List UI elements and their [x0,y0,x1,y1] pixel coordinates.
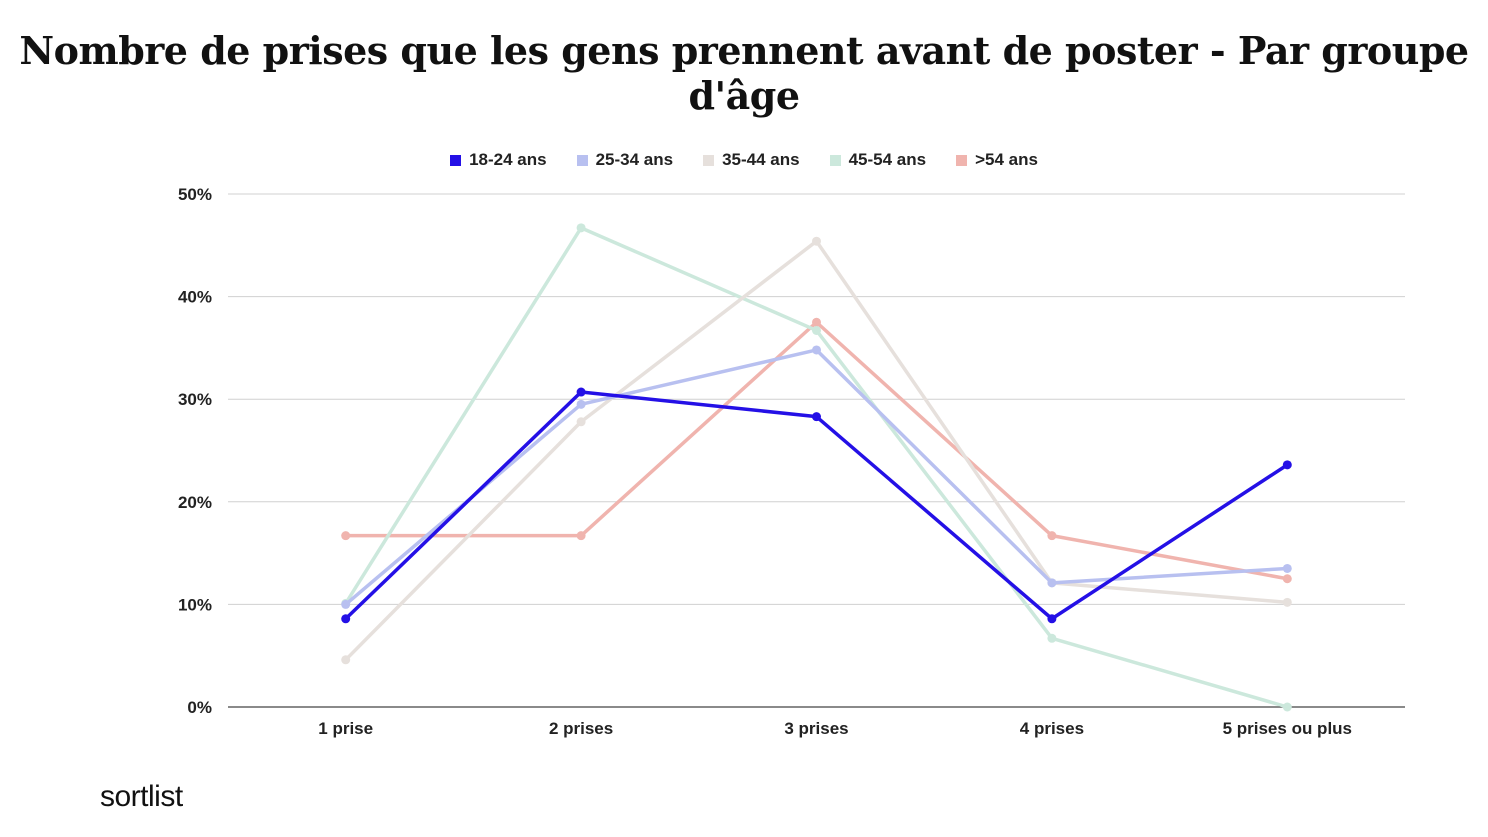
legend-swatch [576,154,588,166]
data-point [1047,633,1057,643]
y-tick-label: 0% [187,698,212,717]
legend-label: 25-34 ans [595,150,674,169]
data-point [576,417,586,427]
data-point [341,599,351,609]
x-tick-label: 3 prises [784,719,848,738]
y-tick-label: 10% [178,595,212,614]
data-point [1047,578,1057,588]
data-point [812,317,821,327]
legend-swatch [956,154,968,166]
series-54-ans [341,317,1292,584]
brand-logo-text: sortlist [100,780,183,813]
series-25-34-ans [341,345,1292,609]
legend-label: 45-54 ans [848,150,927,169]
data-point [812,412,821,422]
data-point [812,325,821,335]
series-line [344,348,1288,606]
series-line [344,390,1289,621]
y-tick-label: 50% [178,185,212,204]
series-line [345,320,1288,581]
legend-item: 18-24 ans [450,150,547,170]
legend-item: 25-34 ans [576,150,674,170]
data-point [812,236,821,246]
legend-swatch [829,154,841,166]
x-tick-label: 1 prise [318,719,373,738]
series-18-24-ans [341,387,1292,624]
data-point [576,531,586,541]
series-35-44-ans [341,236,1292,665]
data-point [1047,531,1057,541]
legend-label: 35-44 ans [722,150,800,169]
data-point [576,387,586,397]
data-point [1047,614,1057,624]
data-point [1282,574,1292,584]
data-point [1282,460,1292,470]
data-point [576,223,586,233]
data-point [812,345,821,355]
series-line [344,226,1288,709]
data-point [1282,702,1292,712]
legend-swatch [703,154,715,166]
data-point [341,531,351,541]
y-tick-label: 40% [178,288,212,307]
x-tick-label: 5 prises ou plus [1223,719,1352,738]
legend-item: 45-54 ans [829,150,927,170]
x-axis-ticks: 1 prise 2 prises 3 prises 4 prises 5 prises … [318,719,1352,738]
legend-label: 18-24 ans [469,150,547,169]
data-point [1282,563,1292,573]
data-point [341,655,351,665]
series-line [344,239,1288,662]
data-point [341,614,351,624]
legend-label: >54 ans [975,150,1038,169]
legend-item: >54 ans [956,150,1038,170]
chart-legend: 18-24 ans 25-34 ans 35-44 ans 45-54 ans >54 … [0,150,1488,170]
legend-item: 35-44 ans [703,150,800,170]
grid-lines [228,193,1405,708]
y-axis-ticks: 0% 10% 20% 30% 40% 50% [178,185,212,717]
x-tick-label: 4 prises [1020,719,1084,738]
data-point [576,399,586,409]
y-tick-label: 30% [178,390,212,409]
x-tick-label: 2 prises [549,719,613,738]
series-lines [341,223,1292,712]
data-point [1282,597,1292,607]
chart-title: Nombre de prises que les gens prennent a… [19,28,1469,118]
y-tick-label: 20% [178,493,212,512]
legend-swatch [450,154,462,166]
